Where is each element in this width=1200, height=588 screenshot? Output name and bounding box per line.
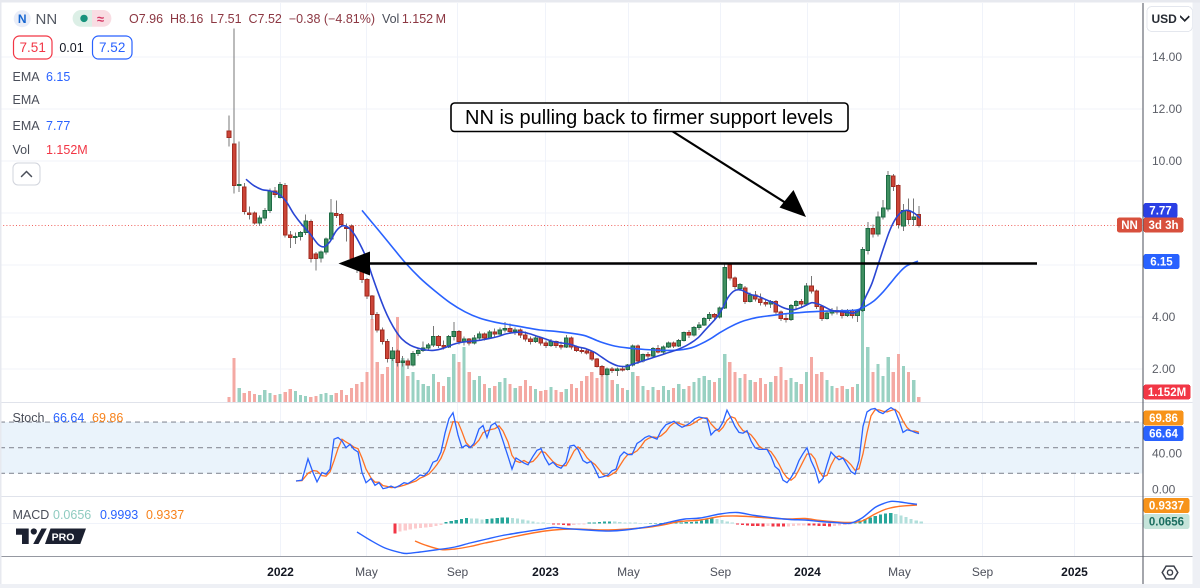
svg-text:0.0656: 0.0656 [53, 508, 91, 522]
svg-text:MACD: MACD [13, 508, 50, 522]
svg-text:≈: ≈ [97, 12, 104, 27]
svg-text:May: May [617, 565, 640, 579]
svg-text:0.9337: 0.9337 [146, 508, 184, 522]
svg-text:USD: USD [1152, 12, 1178, 26]
svg-text:Sep: Sep [447, 565, 469, 579]
svg-text:0.00: 0.00 [1152, 483, 1176, 497]
svg-text:0.0656: 0.0656 [1149, 517, 1184, 529]
svg-text:2.00: 2.00 [1152, 362, 1176, 376]
svg-text:O7.96 H8.16 L7.51 C7.52 −0: O7.96 H8.16 L7.51 C7.52 −0.38 (−4.81%) V… [129, 12, 446, 26]
svg-text:2022: 2022 [267, 565, 294, 579]
svg-text:EMA: EMA [13, 93, 41, 107]
svg-text:7.77: 7.77 [1149, 206, 1171, 218]
svg-text:66.64: 66.64 [53, 411, 84, 425]
svg-text:14.00: 14.00 [1152, 50, 1182, 64]
svg-text:0.9993: 0.9993 [100, 508, 138, 522]
svg-text:40.00: 40.00 [1152, 447, 1182, 461]
svg-text:2024: 2024 [794, 565, 821, 579]
svg-text:69.86: 69.86 [92, 411, 123, 425]
svg-text:0.9337: 0.9337 [1149, 501, 1184, 513]
svg-text:NN is pulling back to firmer s: NN is pulling back to firmer support lev… [465, 107, 833, 129]
svg-text:EMA: EMA [13, 70, 41, 84]
svg-text:N: N [18, 12, 27, 26]
svg-text:PRO: PRO [52, 532, 75, 544]
svg-text:Sep: Sep [972, 565, 994, 579]
svg-text:NN: NN [1121, 220, 1138, 232]
svg-text:EMA: EMA [13, 119, 41, 133]
svg-text:Vol: Vol [13, 143, 30, 157]
svg-text:1.152M: 1.152M [1148, 387, 1186, 399]
svg-text:4.00: 4.00 [1152, 310, 1176, 324]
svg-text:69.86: 69.86 [1149, 413, 1178, 425]
svg-text:10.00: 10.00 [1152, 154, 1182, 168]
svg-text:May: May [888, 565, 911, 579]
svg-text:3d 3h: 3d 3h [1148, 220, 1178, 232]
svg-text:0.01: 0.01 [59, 41, 83, 55]
svg-text:2025: 2025 [1061, 565, 1088, 579]
svg-text:66.64: 66.64 [1149, 429, 1178, 441]
svg-text:7.52: 7.52 [99, 40, 125, 55]
svg-text:6.15: 6.15 [1150, 257, 1173, 269]
svg-text:Sep: Sep [710, 565, 732, 579]
svg-text:NN: NN [36, 11, 58, 28]
svg-text:May: May [355, 565, 378, 579]
svg-text:1.152M: 1.152M [46, 143, 88, 157]
svg-text:7.51: 7.51 [20, 40, 46, 55]
svg-text:2023: 2023 [532, 565, 559, 579]
svg-text:12.00: 12.00 [1152, 102, 1182, 116]
svg-text:7.77: 7.77 [46, 119, 70, 133]
svg-text:Stoch: Stoch [13, 411, 45, 425]
svg-text:6.15: 6.15 [46, 70, 70, 84]
